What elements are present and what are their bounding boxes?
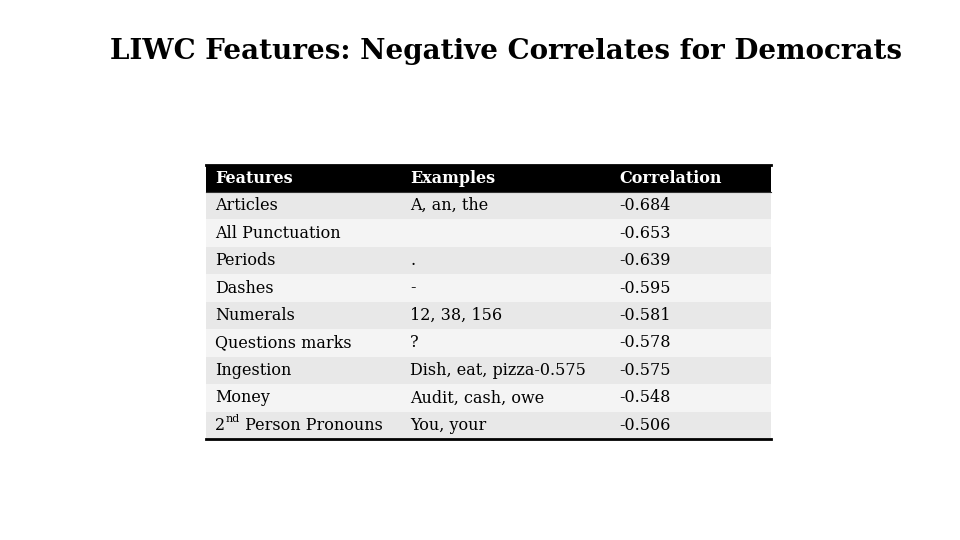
Text: Examples: Examples (410, 170, 495, 187)
Text: Dish, eat, pizza-0.575: Dish, eat, pizza-0.575 (410, 362, 587, 379)
Text: Features: Features (215, 170, 293, 187)
Bar (205, 165, 771, 192)
Bar (205, 384, 771, 411)
Text: LIWC Features: Negative Correlates for Democrats: LIWC Features: Negative Correlates for D… (110, 38, 902, 65)
Text: You, your: You, your (410, 417, 487, 434)
Text: -0.575: -0.575 (619, 362, 671, 379)
Bar (205, 357, 771, 384)
Bar (205, 274, 771, 302)
Text: -0.653: -0.653 (619, 225, 671, 242)
Text: -0.506: -0.506 (619, 417, 671, 434)
Text: ?: ? (410, 334, 419, 352)
Text: -0.578: -0.578 (619, 334, 671, 352)
Text: Person Pronouns: Person Pronouns (240, 417, 382, 434)
Text: -0.639: -0.639 (619, 252, 671, 269)
Text: Correlation: Correlation (619, 170, 722, 187)
Bar (205, 302, 771, 329)
Text: -: - (410, 280, 416, 296)
Text: -0.548: -0.548 (619, 389, 671, 407)
Text: -0.595: -0.595 (619, 280, 671, 296)
Bar (205, 219, 771, 247)
Text: Dashes: Dashes (215, 280, 274, 296)
Bar (205, 247, 771, 274)
Text: All Punctuation: All Punctuation (215, 225, 341, 242)
Text: Money: Money (215, 389, 270, 407)
Text: 2: 2 (215, 417, 226, 434)
Bar (205, 192, 771, 219)
Text: Articles: Articles (215, 197, 278, 214)
Text: 12, 38, 156: 12, 38, 156 (410, 307, 502, 324)
Text: Numerals: Numerals (215, 307, 295, 324)
Text: Audit, cash, owe: Audit, cash, owe (410, 389, 544, 407)
Text: .: . (410, 252, 416, 269)
Bar (205, 329, 771, 357)
Text: nd: nd (226, 414, 240, 424)
Text: A, an, the: A, an, the (410, 197, 489, 214)
Text: Periods: Periods (215, 252, 276, 269)
Text: Ingestion: Ingestion (215, 362, 292, 379)
Bar (205, 411, 771, 439)
Text: Questions marks: Questions marks (215, 334, 352, 352)
Text: -0.684: -0.684 (619, 197, 671, 214)
Text: -0.581: -0.581 (619, 307, 671, 324)
